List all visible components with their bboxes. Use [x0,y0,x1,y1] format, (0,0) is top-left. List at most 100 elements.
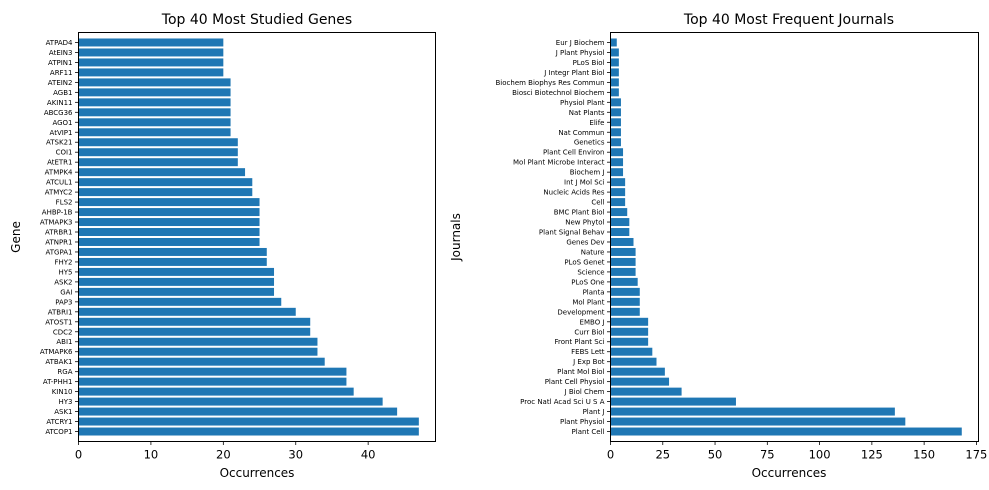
journal-y-tick-label: J Integr Plant Biol [543,69,604,77]
journal-bar [610,58,619,67]
gene-bar [78,168,246,177]
journal-y-tick-label: Nature [581,248,605,256]
gene-bar [78,417,419,426]
journal-y-tick-label: Proc Natl Acad Sci U S A [520,398,605,406]
gene-y-tick-label: ATPIN1 [48,59,73,67]
gene-bar [78,38,224,47]
journal-bar [610,397,736,406]
gene-y-tick-label: ATRBR1 [45,229,73,237]
gene-bar [78,68,224,77]
gene-y-tick-label: ATCOP1 [45,428,72,436]
journal-x-tick-label: 50 [708,448,723,462]
genes-chart-title: Top 40 Most Studied Genes [161,12,352,28]
journal-bar [610,327,649,336]
gene-bar [78,307,296,316]
gene-bar [78,257,267,266]
journals-chart-title: Top 40 Most Frequent Journals [683,12,894,28]
gene-y-tick-label: HY3 [59,398,73,406]
journal-bar [610,347,653,356]
gene-y-tick-label: ABI1 [56,338,72,346]
gene-y-tick-label: ASK2 [54,278,72,286]
journal-y-tick-label: PLoS One [571,278,604,286]
journal-y-tick-label: Genes Dev [566,238,604,246]
gene-y-tick-label: ATNPR1 [45,238,72,246]
genes-y-axis-label: Gene [9,221,23,253]
journal-bar [610,377,670,386]
journal-bar [610,78,619,87]
journal-y-tick-label: PLoS Biol [573,59,605,67]
journal-bar [610,307,640,316]
journal-x-tick-label: 175 [965,448,987,462]
journal-y-tick-label: Int J Mol Sci [564,179,605,187]
journal-y-tick-label: Planta [583,288,605,296]
gene-y-tick-label: AGO1 [52,119,72,127]
journal-bar [610,218,630,227]
journal-y-tick-label: Plant Physiol [560,418,605,426]
gene-y-tick-label: FLS2 [56,199,73,207]
journal-y-tick-label: Plant Mol Biol [557,368,604,376]
journal-bar [610,158,624,167]
journal-bar [610,48,619,57]
gene-y-tick-label: ATCUL1 [46,179,72,187]
gene-y-tick-label: ATBRI1 [48,308,73,316]
journal-y-tick-label: J Plant Physiol [555,49,605,57]
journal-bar [610,417,906,426]
journal-x-tick-label: 125 [861,448,883,462]
journals-plot-frame [610,32,979,442]
journal-bar [610,267,636,276]
gene-bar [78,267,275,276]
journal-bar [610,188,626,197]
gene-bar [78,208,260,217]
journal-y-tick-label: Plant Cell [572,428,605,436]
journal-y-tick-label: EMBO J [580,318,605,326]
journal-y-tick-label: Mol Plant Microbe Interact [513,159,605,167]
journal-bar [610,237,634,246]
gene-y-tick-label: ASK1 [54,408,72,416]
gene-y-tick-label: AT-PHH1 [43,378,73,386]
gene-y-tick-label: AGB1 [53,89,72,97]
journals-chart: Top 40 Most Frequent Journals Plant Cell… [449,12,987,480]
gene-bar [78,397,383,406]
journal-y-tick-label: Development [557,308,604,316]
gene-bar [78,297,282,306]
journal-bar [610,208,628,217]
journal-bar [610,228,630,237]
gene-y-tick-label: ARF11 [50,69,73,77]
journal-bar [610,148,624,157]
gene-bar [78,277,275,286]
gene-y-tick-label: ATSK21 [46,139,72,147]
gene-bar [78,337,318,346]
gene-bar [78,377,347,386]
gene-y-tick-label: FHY2 [54,258,72,266]
journal-bar [610,387,682,396]
journal-y-tick-label: Eur J Biochem [556,39,605,47]
genes-chart: Top 40 Most Studied Genes ATCOP1 ATCRY1 AS… [9,12,436,480]
gene-bar [78,327,311,336]
gene-bar [78,237,260,246]
gene-y-tick-label: AtVIP1 [50,129,73,137]
journal-y-tick-label: BMC Plant Biol [554,209,605,217]
journal-y-tick-label: New Phytol [565,219,604,227]
gene-bar [78,118,231,127]
gene-y-tick-label: ATOST1 [45,318,72,326]
gene-y-tick-label: RGA [57,368,72,376]
journal-y-tick-label: Biochem Biophys Res Commun [496,79,605,87]
gene-y-tick-label: AKIN11 [47,99,73,107]
journal-bar [610,138,621,147]
gene-bar [78,128,231,137]
gene-y-tick-label: ATEIN2 [48,79,73,87]
journal-bar [610,337,649,346]
journal-x-tick-label: 150 [913,448,935,462]
journal-bar [610,257,636,266]
journal-y-tick-label: Mol Plant [572,298,604,306]
journal-y-tick-label: Plant Signal Behav [539,229,605,237]
gene-y-tick-label: ATCRY1 [46,418,72,426]
journal-y-tick-label: PLoS Genet [564,258,604,266]
journals-x-axis-label: Occurrences [752,466,827,480]
gene-bar [78,48,224,57]
gene-y-tick-label: ATBAK1 [45,358,72,366]
gene-bar [78,98,231,107]
journal-bar [610,297,640,306]
journal-y-tick-label: Curr Biol [574,328,604,336]
